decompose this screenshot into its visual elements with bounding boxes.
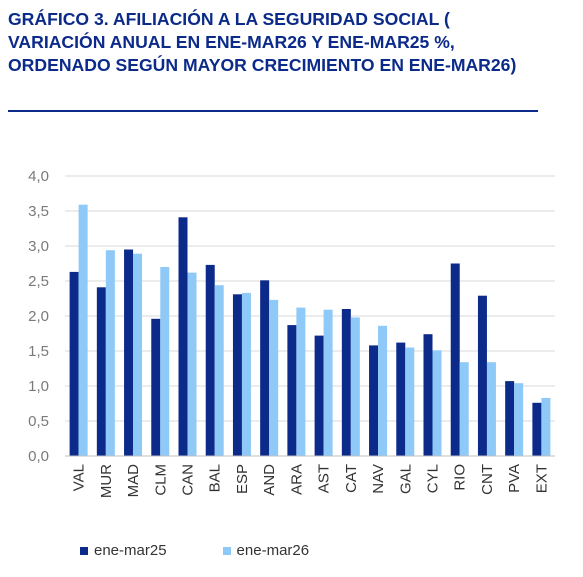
x-tick-label-gal: GAL [397, 464, 414, 494]
bar-cnt-ene-mar25 [477, 295, 487, 456]
bar-ast-ene-mar26 [323, 309, 333, 456]
title-underline [8, 110, 538, 112]
x-tick-label-clm: CLM [152, 464, 169, 496]
legend-label-series1: ene-mar25 [94, 542, 167, 559]
bar-can-ene-mar25 [178, 217, 188, 456]
chart-title: GRÁFICO 3. AFILIACIÓN A LA SEGURIDAD SOC… [8, 9, 517, 75]
bar-cyl-ene-mar25 [423, 334, 433, 456]
x-tick-label-bal: BAL [207, 464, 224, 492]
legend-swatch-series2 [222, 546, 231, 555]
bar-ara-ene-mar25 [287, 325, 297, 456]
x-tick-label-ast: AST [316, 464, 333, 493]
y-tick-label: 3,5 [28, 203, 49, 220]
y-tick-label: 1,5 [28, 343, 49, 360]
x-tick-label-pva: PVA [506, 464, 523, 493]
bar-gal-ene-mar26 [405, 347, 415, 456]
legend-swatch-series1 [80, 546, 88, 555]
bar-esp-ene-mar26 [241, 292, 251, 456]
bar-val-ene-mar26 [78, 204, 88, 456]
y-tick-label: 2,0 [28, 308, 49, 325]
bar-ext-ene-mar25 [532, 402, 542, 456]
bar-rio-ene-mar25 [450, 263, 460, 456]
bar-pva-ene-mar26 [514, 383, 524, 456]
y-tick-label: 0,5 [28, 413, 49, 430]
bar-and-ene-mar26 [269, 299, 279, 456]
x-tick-label-esp: ESP [234, 464, 251, 494]
bar-gal-ene-mar25 [396, 342, 406, 456]
bar-chart: 0,0 0,5 1,0 1,5 2,0 2,5 3,0 3,5 4,0 VAL MUR MAD CLM C… [28, 168, 555, 498]
bar-ara-ene-mar26 [296, 307, 306, 456]
bar-cat-ene-mar26 [350, 317, 360, 456]
legend-item-series2: ene-mar26 [222, 542, 310, 559]
y-tick-label: 3,0 [28, 238, 49, 255]
bar-mad-ene-mar25 [124, 249, 134, 456]
bar-clm-ene-mar25 [151, 318, 161, 456]
bar-ext-ene-mar26 [541, 397, 551, 456]
bar-clm-ene-mar26 [160, 267, 170, 456]
x-tick-label-cat: CAT [343, 464, 360, 493]
x-tick-label-val: VAL [71, 464, 88, 491]
legend: ene-mar25 ene-mar26 [80, 542, 309, 559]
bar-cat-ene-mar25 [341, 309, 351, 456]
bar-bal-ene-mar25 [205, 264, 215, 456]
bar-mad-ene-mar26 [133, 253, 143, 456]
legend-label-series2: ene-mar26 [236, 542, 310, 559]
bar-pva-ene-mar25 [505, 381, 515, 456]
bar-ast-ene-mar25 [314, 335, 324, 456]
bar-val-ene-mar25 [69, 271, 79, 456]
bar-and-ene-mar25 [260, 280, 270, 456]
x-tick-label-can: CAN [180, 464, 197, 496]
x-tick-label-cyl: CYL [425, 464, 442, 493]
y-tick-label: 4,0 [28, 168, 49, 185]
y-tick-label: 2,5 [28, 273, 49, 290]
x-tick-label-ara: ARA [288, 464, 305, 495]
x-tick-label-mur: MUR [98, 464, 115, 498]
bar-mur-ene-mar25 [96, 287, 106, 456]
bar-bal-ene-mar26 [214, 285, 224, 456]
legend-item-series1: ene-mar25 [80, 542, 167, 559]
x-tick-label-mad: MAD [125, 464, 142, 498]
y-tick-label: 0,0 [28, 448, 49, 465]
bar-nav-ene-mar26 [378, 325, 388, 456]
x-tick-label-cnt: CNT [479, 464, 496, 495]
bar-cnt-ene-mar26 [486, 362, 496, 456]
x-tick-label-rio: RIO [452, 464, 469, 491]
bar-nav-ene-mar25 [369, 345, 379, 456]
x-tick-label-ext: EXT [533, 464, 550, 493]
bar-esp-ene-mar25 [232, 294, 242, 456]
bar-rio-ene-mar26 [459, 362, 469, 456]
y-tick-label: 1,0 [28, 378, 49, 395]
x-tick-label-nav: NAV [370, 464, 387, 494]
bar-cyl-ene-mar26 [432, 350, 442, 456]
bar-mur-ene-mar26 [105, 250, 115, 456]
bar-can-ene-mar26 [187, 272, 197, 456]
x-tick-label-and: AND [261, 464, 278, 496]
